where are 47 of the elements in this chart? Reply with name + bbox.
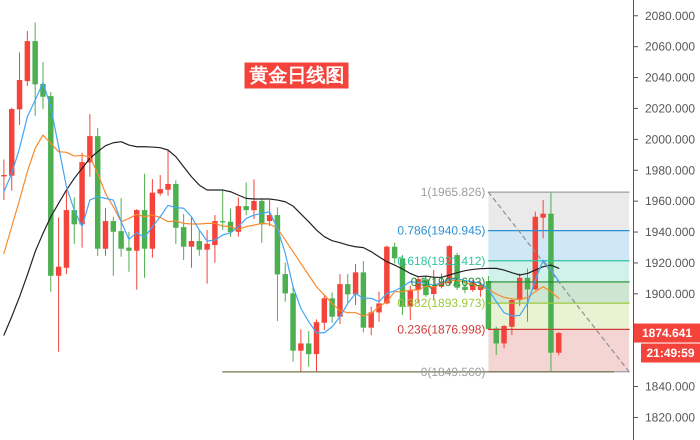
y-tick-label: 1840.000 <box>645 380 696 394</box>
candlestick <box>392 242 398 264</box>
candlestick <box>165 150 171 196</box>
y-tick-label: 1900.000 <box>645 286 696 301</box>
series-label: 0.786(1940.945) <box>397 224 486 238</box>
candlestick <box>540 200 546 239</box>
y-tick-label: 1980.000 <box>645 163 696 178</box>
text: 黄金日线图 <box>248 64 344 86</box>
candlestick <box>259 198 265 244</box>
y-tick-label: 2000.000 <box>645 132 696 146</box>
line-series <box>488 192 630 372</box>
candlestick <box>212 214 218 264</box>
candlestick <box>298 328 304 372</box>
candlestick <box>180 213 186 261</box>
candlestick <box>345 274 350 304</box>
candlestick <box>196 230 202 256</box>
candlestick <box>118 198 124 258</box>
candlestick <box>110 216 116 276</box>
candlestick <box>157 174 163 196</box>
y-tick-label: 2060.000 <box>645 40 696 54</box>
candlestick <box>72 196 77 244</box>
candlestick <box>494 326 499 356</box>
candlestick <box>251 178 257 220</box>
candlestick <box>501 324 507 349</box>
candlestick <box>368 306 374 336</box>
y-tick-label: 1920.000 <box>645 256 696 270</box>
y-tick-label: 1820.000 <box>645 410 696 424</box>
candlestick <box>1 158 7 201</box>
y-tick-label: 1960.000 <box>645 194 696 208</box>
candlestick <box>243 182 249 216</box>
y-tick-label: 2020.000 <box>645 101 696 116</box>
y-tick-label: 2040.000 <box>645 70 696 85</box>
series-label: 0.236(1876.998) <box>397 322 486 336</box>
candlestick <box>556 332 562 356</box>
y-tick-label: 2080.000 <box>645 8 696 23</box>
series-label: 1(1965.826) <box>420 185 486 200</box>
y-tick-label: 1940.000 <box>645 225 696 240</box>
text: 1874.641 <box>642 326 692 340</box>
candlestick <box>204 230 210 284</box>
candlestick <box>352 264 358 306</box>
candlestick <box>282 262 288 302</box>
candlestick <box>126 231 132 272</box>
candlestick <box>56 216 62 352</box>
candlestick <box>306 330 312 368</box>
candlestick <box>220 190 226 231</box>
candlestick <box>188 216 194 268</box>
text: 21:49:59 <box>646 346 695 360</box>
